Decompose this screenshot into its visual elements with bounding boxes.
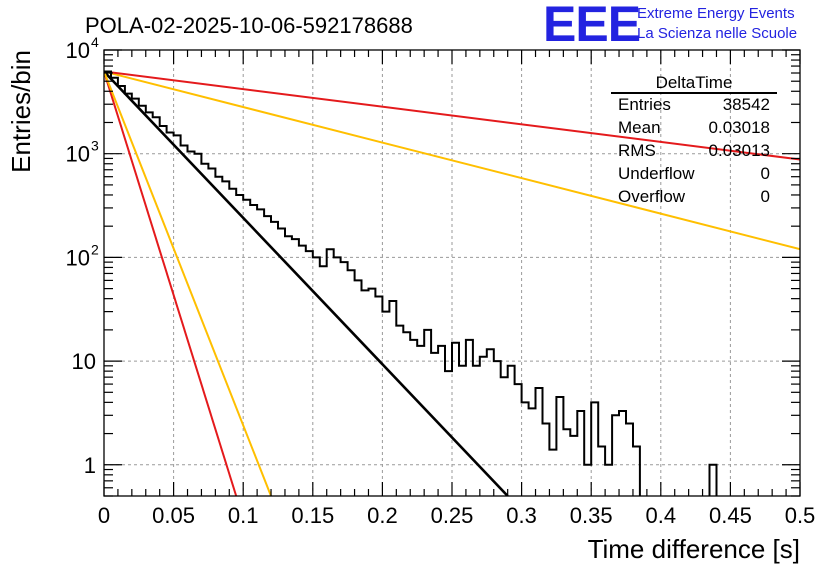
fit-line-orange-flat [104, 70, 800, 251]
brand-logo-text: EEE [543, 0, 640, 52]
x-tick-label: 0.25 [431, 503, 474, 528]
stats-label: Mean [618, 118, 661, 137]
stats-box: DeltaTime Entries 38542 Mean 0.03018 RMS 0.03… [611, 73, 777, 206]
x-tick-label: 0.4 [646, 503, 677, 528]
y-tick-label: 10 [66, 245, 90, 270]
fit-line-orange-steep [104, 71, 272, 496]
stats-value: 0 [761, 187, 770, 206]
brand-logo: EEE Extreme Energy Events La Scienza nel… [543, 0, 797, 52]
y-tick-label: 1 [84, 453, 96, 478]
stats-label: Overflow [618, 187, 686, 206]
y-tick-exponent: 3 [91, 138, 99, 154]
chart-title: POLA-02-2025-10-06-592178688 [85, 13, 413, 38]
y-tick-exponent: 4 [91, 34, 99, 50]
brand-line-1: Extreme Energy Events [637, 5, 795, 22]
stats-label: Underflow [618, 164, 695, 183]
x-tick-label: 0.3 [506, 503, 537, 528]
stats-title: DeltaTime [656, 73, 733, 92]
x-tick-labels: 0 0.05 0.1 0.15 0.2 0.25 0.3 0.35 0.4 0.45 0.5 [98, 503, 815, 528]
x-tick-label: 0.5 [785, 503, 816, 528]
fit-line-red-flat [104, 70, 800, 161]
stats-value: 0.03018 [709, 118, 770, 137]
histogram-steps [104, 70, 718, 496]
x-tick-label: 0 [98, 503, 110, 528]
fit-line-fit [104, 70, 509, 496]
stats-value: 0.03013 [709, 141, 770, 160]
x-axis-label: Time difference [s] [588, 534, 800, 564]
y-tick-label: 10 [66, 38, 90, 63]
y-axis-label: Entries/bin [6, 50, 36, 173]
x-tick-label: 0.05 [152, 503, 195, 528]
stats-value: 0 [761, 164, 770, 183]
y-tick-label: 10 [66, 142, 90, 167]
stats-value: 38542 [723, 95, 770, 114]
fit-curves [104, 70, 800, 496]
brand-line-2: La Scienza nelle Scuole [637, 25, 797, 42]
histogram [104, 70, 718, 496]
x-tick-label: 0.35 [570, 503, 613, 528]
x-tick-label: 0.15 [291, 503, 334, 528]
stats-rows: Entries 38542 Mean 0.03018 RMS 0.03013 Underfl… [618, 95, 770, 206]
x-tick-label: 0.1 [228, 503, 259, 528]
stats-label: RMS [618, 141, 656, 160]
fit-line-red-steep [104, 71, 238, 496]
x-tick-label: 0.2 [367, 503, 398, 528]
y-tick-exponent: 2 [91, 241, 99, 257]
y-tick-label: 10 [72, 349, 96, 374]
x-tick-label: 0.45 [709, 503, 752, 528]
stats-label: Entries [618, 95, 671, 114]
axis-ticks [103, 49, 801, 497]
